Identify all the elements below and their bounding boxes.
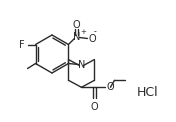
Text: +: + <box>80 29 86 35</box>
Text: O: O <box>73 20 80 30</box>
Text: -: - <box>94 27 97 36</box>
Text: O: O <box>106 82 114 92</box>
Text: N: N <box>73 32 80 42</box>
Text: F: F <box>19 40 24 50</box>
Text: HCl: HCl <box>137 86 159 98</box>
Text: N: N <box>78 61 85 71</box>
Text: O: O <box>91 102 98 112</box>
Text: O: O <box>89 34 96 44</box>
